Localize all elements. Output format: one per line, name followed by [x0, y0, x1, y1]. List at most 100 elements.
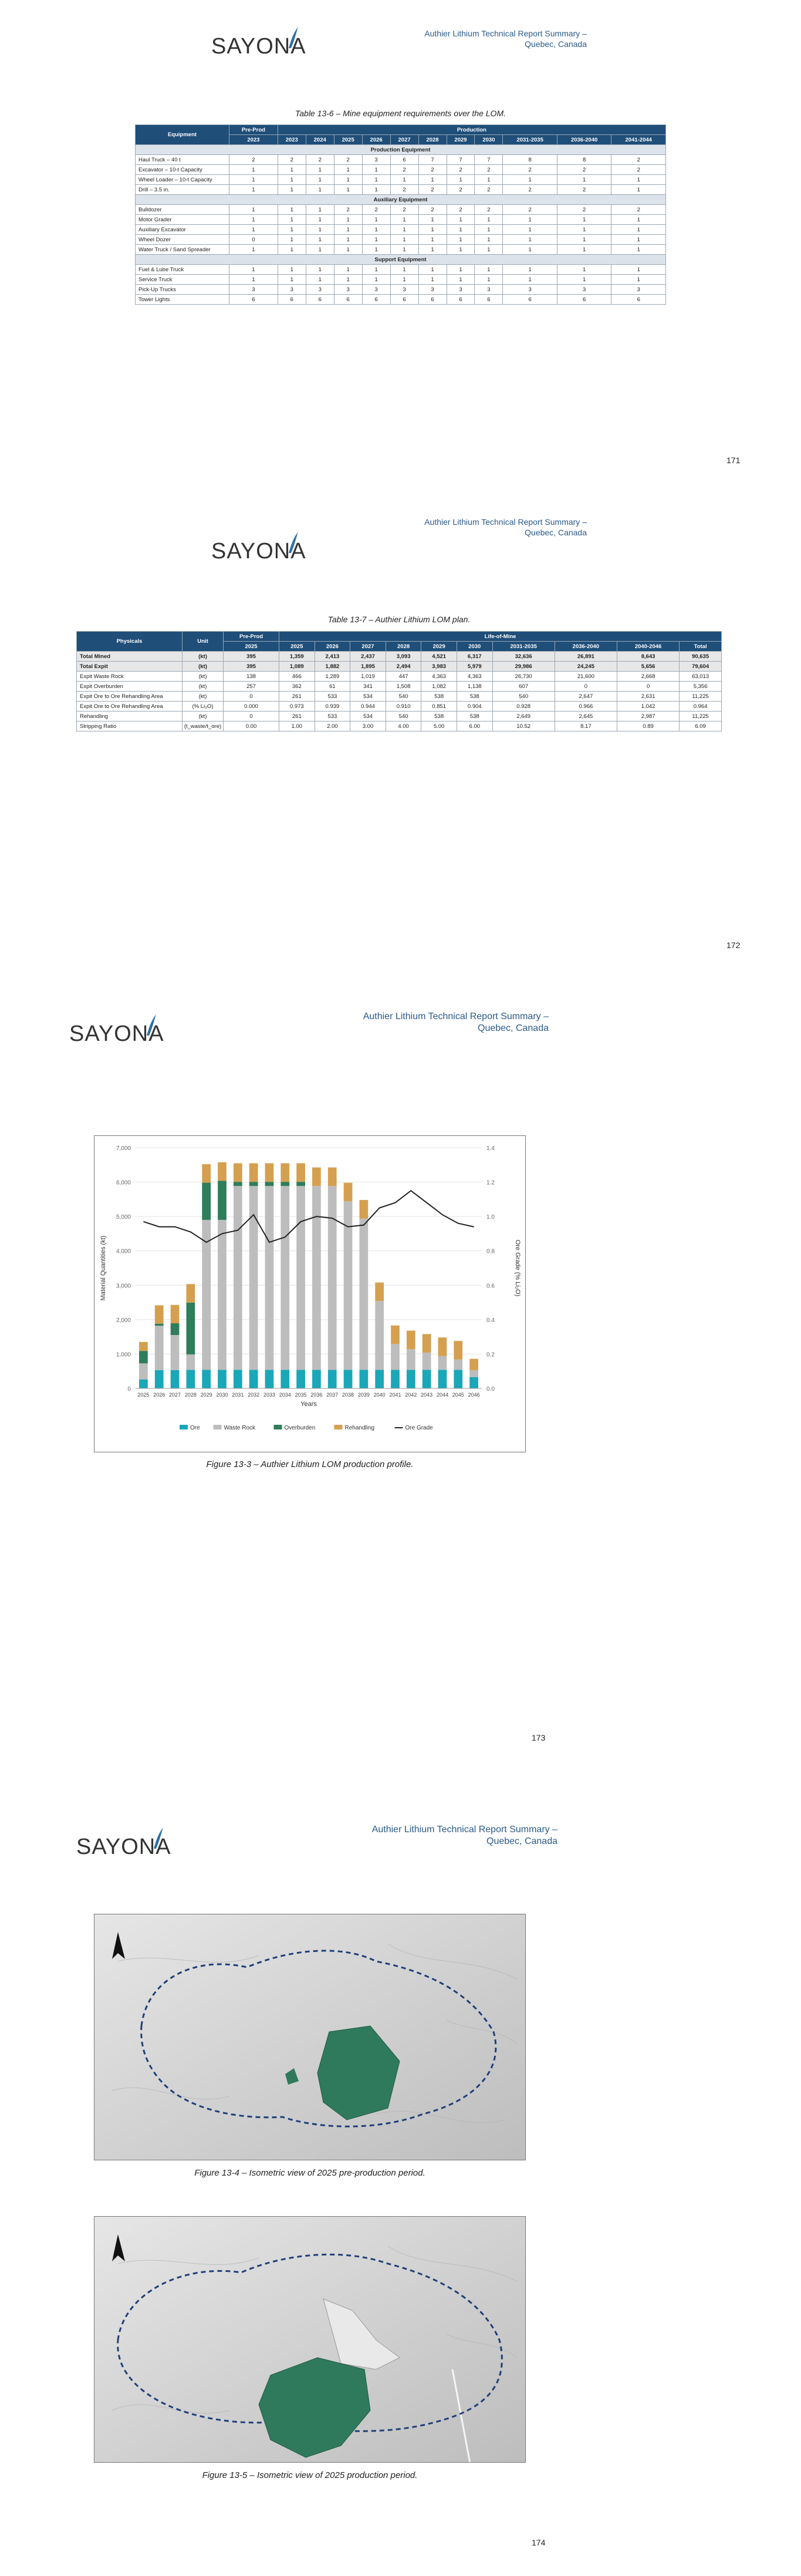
table-row: Total Expit (kt) 395 1,089 1,882 1,895 2,494 3,… — [76, 661, 722, 672]
x-tick-label: 2042 — [405, 1392, 417, 1398]
page-171: SAYONA Authier Lithium Technical Report … — [0, 0, 801, 644]
table-cell: 1 — [333, 234, 363, 245]
table-cell: 4,521 — [421, 651, 457, 662]
bar-waste-rock — [343, 1201, 353, 1370]
row-label: Haul Truck – 40 t — [135, 154, 229, 165]
table-cell: 1 — [277, 274, 306, 285]
bar-rehandling — [139, 1341, 148, 1351]
table-cell: 1 — [502, 214, 557, 225]
col-header-year: 2026 — [314, 641, 351, 652]
col-header-year: 2036-2040 — [556, 134, 612, 145]
bar-waste-rock — [296, 1186, 305, 1370]
y2-tick-label: 0.2 — [486, 1351, 495, 1358]
table-cell: 1 — [446, 224, 475, 235]
north-arrow-icon — [112, 1932, 125, 1959]
table-cell: 1 — [229, 164, 278, 175]
figure-caption-a: Figure 13-4 – Isometric view of 2025 pre… — [194, 2168, 425, 2178]
y-tick-label: 5,000 — [116, 1214, 131, 1220]
bar-rehandling — [438, 1337, 447, 1356]
table-cell: 2 — [229, 154, 278, 165]
row-label: Wheel Loader – 10-t Capacity — [135, 174, 229, 185]
table-cell: 2 — [333, 204, 363, 215]
bar-ore — [438, 1370, 447, 1388]
row-label: Expit Waste Rock — [76, 671, 182, 682]
header-row: Equipment Pre-Prod Production — [135, 124, 667, 145]
bar-waste-rock — [312, 1186, 321, 1370]
table-cell: 21,600 — [554, 671, 617, 682]
page-number: 171 — [726, 456, 741, 465]
chart-svg: 0 1,000 2,000 3,000 4,000 5,000 6,000 7,000 0.0 0… — [100, 1145, 521, 1431]
legend-label: Overburden — [285, 1425, 316, 1431]
header-title: Authier Lithium Technical Report Summary… — [424, 29, 587, 38]
table-cell: 1 — [418, 234, 447, 245]
table-cell: 1 — [418, 214, 447, 225]
table-cell: 1 — [390, 234, 419, 245]
table-cell: 61 — [314, 681, 351, 692]
col-header-year: 2027 — [350, 641, 386, 652]
y-tick-label: 6,000 — [116, 1180, 131, 1186]
table-cell: 1 — [229, 244, 278, 255]
table-row: Motor Grader 1 1 1 1 1 1 1 1 1 1 1 1 — [135, 214, 666, 225]
table-cell: 1 — [446, 174, 475, 185]
bar-ore — [327, 1370, 337, 1388]
row-label: Bulldozer — [135, 204, 229, 215]
legend-swatch — [213, 1425, 222, 1429]
table-cell: 1 — [277, 264, 306, 275]
table-cell: 1,138 — [456, 681, 493, 692]
table-cell: 1 — [474, 274, 503, 285]
bar-overburden — [202, 1182, 211, 1220]
section-title: Production Equipment — [135, 144, 666, 155]
table-cell: 1 — [611, 224, 666, 235]
table-cell: 1 — [556, 264, 612, 275]
table-cell: 1 — [361, 244, 391, 255]
year-row: 2025 2025 2026 2027 2028 2029 2030 2031-2035 203… — [77, 641, 722, 652]
x-tick-label: 2046 — [468, 1392, 480, 1398]
section-row: Production Equipment — [135, 144, 666, 155]
table-cell: 1 — [502, 224, 557, 235]
table-cell: 6 — [474, 294, 503, 305]
col-header-year: 2041-2044 — [611, 134, 666, 145]
table-cell: 2 — [390, 204, 419, 215]
legend-swatch — [180, 1425, 188, 1429]
header-subtitle: Quebec, Canada — [478, 1023, 549, 1033]
bar-overburden — [233, 1182, 242, 1186]
bar-waste-rock — [359, 1218, 369, 1370]
row-label: Expit Overburden — [76, 681, 182, 692]
bar-waste-rock — [391, 1344, 400, 1370]
table-cell: 1 — [229, 264, 278, 275]
table-cell: 2 — [390, 184, 419, 195]
table-cell: 3 — [556, 284, 612, 295]
table-cell: 1 — [502, 174, 557, 185]
pit-area — [258, 2357, 371, 2458]
table-cell: 2,645 — [554, 711, 617, 721]
bar-waste-rock — [327, 1186, 337, 1370]
running-header: Authier Lithium Technical Report Summary… — [352, 517, 587, 538]
table-cell: 7 — [446, 154, 475, 165]
table-cell: 1 — [418, 244, 447, 255]
table-cell: 3 — [446, 284, 475, 295]
row-unit: (kt) — [182, 691, 224, 702]
sayona-logo: SAYONA — [76, 1828, 171, 1860]
table-cell: 1.00 — [279, 721, 315, 731]
table-cell: 1 — [390, 214, 419, 225]
table-cell: 1 — [333, 224, 363, 235]
x-tick-label: 2041 — [389, 1392, 401, 1398]
header-title: Authier Lithium Technical Report Summary… — [424, 517, 587, 527]
table-cell: 1 — [446, 234, 475, 245]
col-header-year: Total — [679, 641, 722, 652]
bar-rehandling — [454, 1341, 463, 1360]
table-cell: 2,647 — [554, 691, 617, 702]
row-label: Tower Lights — [135, 294, 229, 305]
table-cell: 1 — [556, 244, 612, 255]
page-number: 173 — [532, 1733, 546, 1742]
sayona-logo: SAYONA — [211, 27, 306, 59]
bar-ore — [469, 1377, 478, 1388]
table-cell: 6 — [229, 294, 278, 305]
table-row: Excavator – 10-t Capacity 1 1 1 1 1 2 2 2 2 2 2 2 — [135, 164, 666, 175]
table-cell: 1 — [474, 224, 503, 235]
bar-ore — [218, 1370, 227, 1388]
row-unit: (% Li₂O) — [182, 701, 224, 712]
header-row: Physicals Unit Pre-Prod Life-of-Mine — [76, 631, 722, 652]
bar-overburden — [139, 1351, 148, 1364]
table-cell: 1 — [390, 224, 419, 235]
